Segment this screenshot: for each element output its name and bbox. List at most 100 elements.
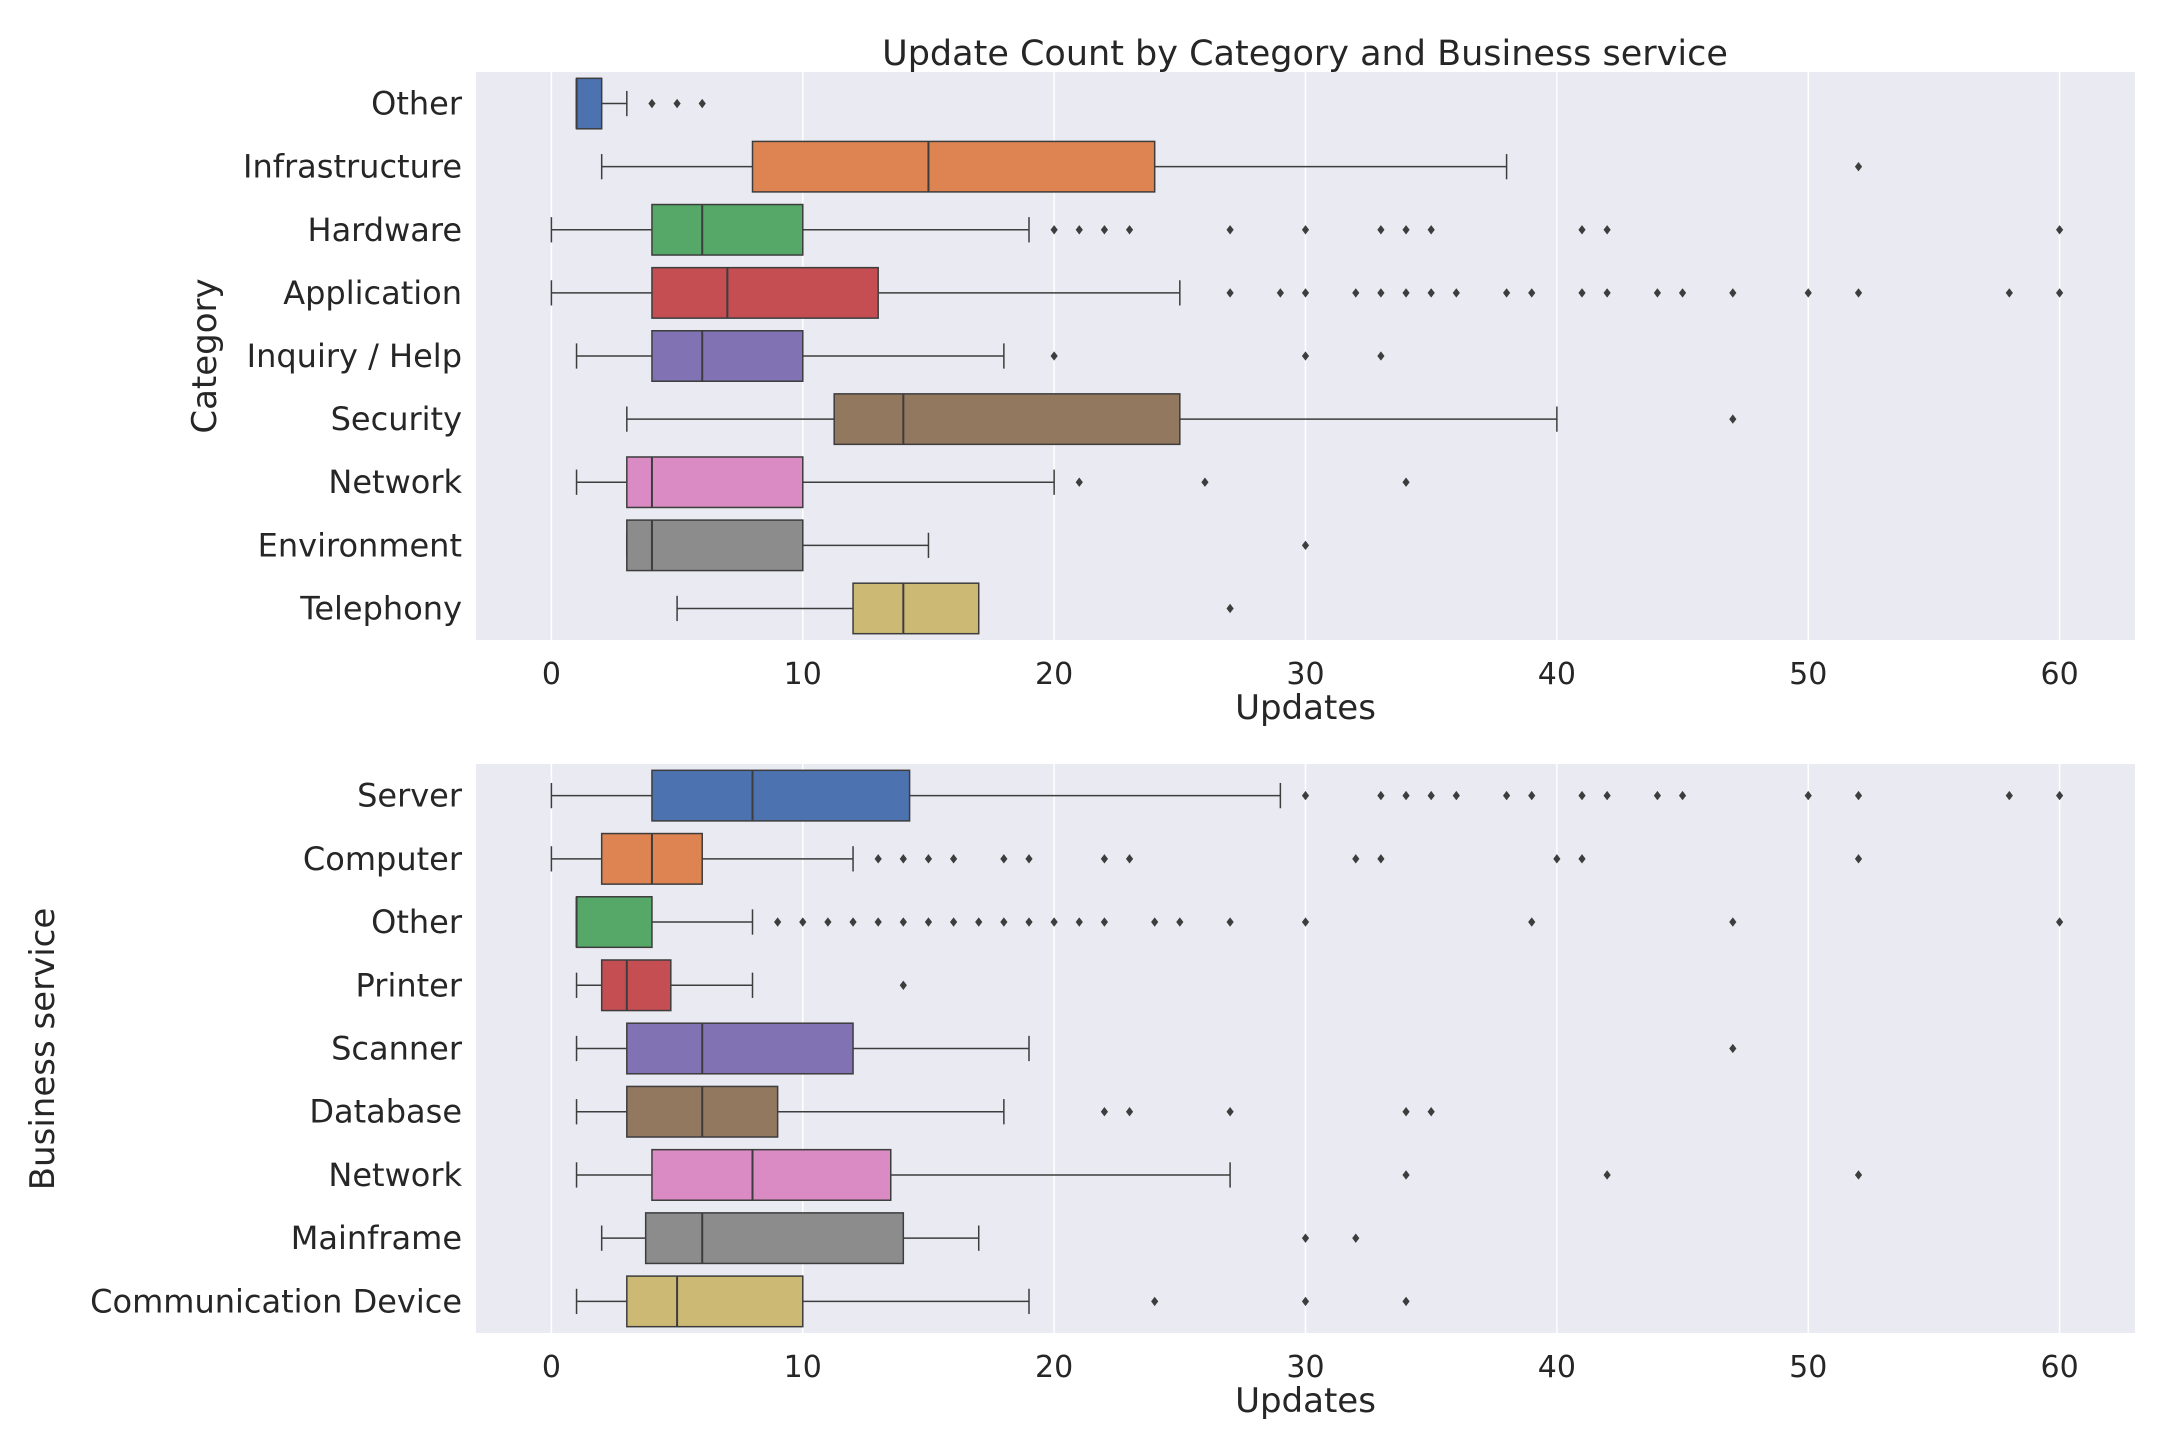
outlier-point: [1000, 854, 1008, 864]
outlier-point: [874, 854, 882, 864]
outlier-point: [1025, 917, 1033, 927]
outlier-point: [1402, 477, 1410, 487]
x-tick-label: 30: [1286, 657, 1324, 692]
iqr-box: [651, 330, 804, 382]
outlier-point: [824, 917, 832, 927]
y-tick-label: Communication Device: [90, 1282, 462, 1320]
outlier-point: [1352, 288, 1360, 298]
outlier-point: [874, 917, 882, 927]
iqr-box: [575, 77, 603, 130]
box-telephony: [676, 582, 1234, 635]
box-server: [550, 769, 2064, 822]
outlier-point: [849, 917, 857, 927]
iqr-box: [644, 1212, 905, 1265]
iqr-box: [651, 1148, 892, 1201]
outlier-point: [1226, 603, 1234, 614]
outlier-point: [1301, 351, 1310, 361]
outlier-point: [1151, 917, 1159, 927]
y-tick-label: Mainframe: [291, 1219, 462, 1257]
outlier-point: [1553, 854, 1561, 864]
outlier-point: [1301, 1296, 1310, 1307]
iqr-box: [651, 769, 911, 822]
outlier-point: [1854, 790, 1863, 801]
outlier-point: [1226, 225, 1234, 235]
outlier-point: [1176, 917, 1184, 927]
box-security: [626, 393, 1737, 446]
x-tick-label: 40: [1538, 657, 1576, 692]
outlier-point: [1100, 917, 1109, 927]
box-network: [575, 456, 1410, 509]
outlier-point: [698, 98, 706, 109]
box-infrastructure: [600, 140, 1863, 193]
x-tick-label: 30: [1286, 1350, 1324, 1385]
outlier-point: [1402, 1296, 1410, 1307]
outlier-point: [1854, 1170, 1863, 1180]
outlier-point: [899, 854, 907, 864]
outlier-point: [1301, 540, 1310, 551]
outlier-point: [1578, 225, 1586, 235]
outlier-point: [1226, 917, 1234, 927]
y-tick-label: Infrastructure: [243, 148, 462, 186]
outlier-point: [1854, 854, 1863, 864]
outlier-point: [1427, 288, 1435, 298]
outlier-point: [1352, 1233, 1360, 1243]
chart-title: Update Count by Category and Business se…: [882, 34, 1728, 74]
x-tick-label: 0: [542, 1350, 561, 1385]
y-tick-label: Printer: [356, 966, 463, 1004]
outlier-point: [1377, 790, 1385, 801]
x-tick-label: 0: [542, 657, 561, 692]
outlier-point: [1502, 790, 1511, 801]
outlier-point: [1603, 288, 1611, 298]
outlier-point: [1075, 917, 1083, 927]
x-tick-label: 20: [1035, 1350, 1073, 1385]
outlier-point: [1578, 790, 1586, 801]
box-printer: [575, 959, 907, 1012]
outlier-point: [1427, 1107, 1435, 1117]
box-database: [575, 1085, 1435, 1138]
outlier-point: [924, 917, 933, 927]
outlier-point: [1352, 854, 1360, 864]
outlier-point: [1603, 225, 1611, 235]
iqr-box: [600, 959, 672, 1012]
outlier-point: [1729, 288, 1737, 298]
iqr-box: [751, 140, 1156, 193]
y-tick-label: Other: [371, 85, 463, 123]
outlier-point: [1201, 477, 1209, 487]
outlier-point: [1427, 225, 1435, 235]
outlier-point: [1100, 225, 1109, 235]
outlier-point: [1301, 288, 1310, 298]
outlier-point: [673, 98, 681, 109]
outlier-point: [2055, 225, 2064, 235]
outlier-point: [1050, 225, 1058, 235]
box-computer: [550, 832, 1863, 885]
y-tick-label: Scanner: [331, 1030, 463, 1068]
outlier-point: [1528, 288, 1536, 298]
box-network: [575, 1148, 1863, 1201]
outlier-point: [1151, 1296, 1159, 1307]
outlier-point: [1402, 225, 1410, 235]
outlier-point: [1603, 790, 1611, 801]
outlier-point: [2055, 790, 2064, 801]
iqr-box: [626, 519, 804, 572]
outlier-point: [1301, 1233, 1310, 1243]
y-tick-label: Computer: [303, 840, 463, 878]
y-tick-label: Hardware: [308, 211, 463, 249]
iqr-box: [852, 582, 980, 635]
outlier-point: [1804, 288, 1812, 298]
iqr-box: [626, 456, 804, 509]
outlier-point: [1125, 854, 1134, 864]
outlier-point: [1854, 288, 1863, 298]
y-tick-label: Database: [309, 1093, 462, 1131]
outlier-point: [924, 854, 933, 864]
box-mainframe: [600, 1212, 1360, 1265]
outlier-point: [1854, 161, 1863, 172]
x-axis-title: Updates: [1235, 688, 1376, 728]
outlier-point: [1050, 917, 1058, 927]
outlier-point: [1050, 351, 1058, 361]
outlier-point: [1603, 1170, 1611, 1180]
y-tick-label: Other: [371, 903, 463, 941]
x-tick-label: 50: [1789, 1350, 1827, 1385]
outlier-point: [1025, 854, 1033, 864]
box-communication-device: [575, 1275, 1410, 1328]
iqr-box: [651, 266, 879, 319]
